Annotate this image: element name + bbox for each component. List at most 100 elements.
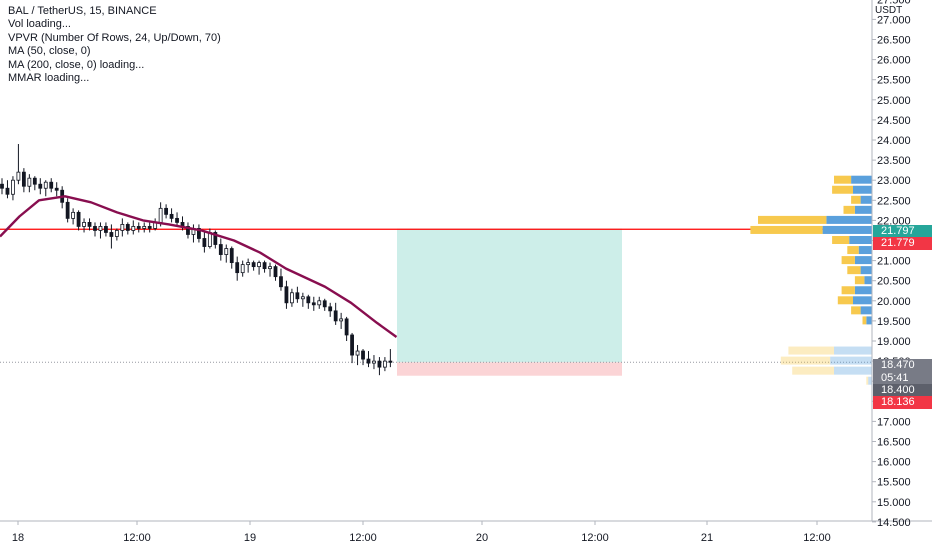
candle	[311, 296, 316, 311]
candle-body	[273, 266, 278, 278]
candle-body	[246, 262, 251, 266]
price-tick-label: 17.000	[877, 416, 911, 428]
vp-up-bar	[860, 266, 872, 275]
long-position-tool[interactable]	[397, 228, 622, 376]
vp-down-bar	[843, 205, 855, 214]
vp-down-bar	[834, 175, 852, 184]
vp-up-bar	[830, 356, 872, 365]
legend-vol[interactable]: Vol loading...	[8, 18, 71, 31]
vp-up-bar	[854, 286, 872, 295]
legend-title[interactable]: BAL / TetherUS, 15, BINANCE	[8, 5, 157, 17]
candle	[71, 208, 76, 225]
ma50-line	[0, 195, 398, 338]
candle	[82, 218, 86, 233]
candle-body	[295, 292, 300, 300]
candle	[65, 198, 70, 223]
candle	[273, 264, 278, 281]
candle	[306, 294, 311, 309]
candle	[262, 260, 267, 273]
legend-ma50[interactable]: MA (50, close, 0)	[8, 45, 91, 58]
candle	[197, 224, 201, 243]
candle	[11, 176, 15, 201]
price-tick-label: 22.000	[877, 215, 911, 227]
candle	[377, 357, 382, 376]
candle	[224, 244, 229, 263]
profit-zone[interactable]	[397, 228, 622, 363]
candle	[114, 228, 119, 241]
vp-down-bar	[758, 215, 827, 224]
candle	[229, 246, 234, 269]
horizontal-line[interactable]	[0, 228, 872, 363]
candle	[0, 178, 4, 195]
candle-body	[311, 302, 316, 306]
candle-body	[350, 334, 354, 356]
stop-zone[interactable]	[397, 362, 622, 376]
candle-body	[213, 232, 218, 245]
vp-up-bar	[858, 246, 872, 255]
vp-down-bar	[832, 236, 850, 244]
price-tick-label: 26.500	[877, 35, 911, 47]
candle-body	[65, 201, 70, 219]
candle-body	[27, 177, 32, 187]
vp-up-bar	[866, 316, 872, 325]
candle	[186, 222, 190, 239]
price-tick-label: 24.000	[877, 135, 911, 147]
candle	[104, 222, 108, 237]
price-tick-label: 16.500	[877, 437, 911, 449]
candle	[388, 349, 393, 368]
candle	[54, 182, 59, 197]
price-tick-label: 20.000	[877, 296, 911, 308]
candle	[300, 292, 305, 307]
candle	[372, 355, 376, 370]
vp-down-bar	[792, 366, 834, 375]
candle	[147, 222, 152, 233]
vp-up-bar	[853, 185, 872, 194]
time-tick-label: 21	[701, 532, 713, 544]
price-tick-label: 19.500	[877, 316, 911, 328]
candle-body	[268, 266, 272, 270]
candle	[339, 312, 344, 329]
currency-label[interactable]: USDT	[875, 5, 903, 16]
candle-body	[136, 226, 141, 229]
candle-body	[169, 213, 174, 219]
candle-body	[93, 226, 97, 231]
candle-body	[158, 207, 163, 223]
candle	[344, 316, 349, 341]
candle	[328, 302, 333, 317]
price-tick-label: 27.500	[877, 0, 911, 6]
candle-body	[43, 181, 48, 189]
vp-up-bar	[834, 346, 872, 355]
price-tick-label: 19.000	[877, 336, 911, 348]
candle	[109, 224, 114, 249]
vp-down-bar	[841, 256, 855, 265]
price-tick-label: 26.000	[877, 55, 911, 67]
candle	[43, 180, 48, 197]
candle-body	[186, 226, 190, 235]
candle	[142, 222, 147, 233]
vp-up-bar	[854, 256, 872, 265]
legend-ma200[interactable]: MA (200, close, 0) loading...	[8, 58, 145, 71]
vp-down-bar	[841, 286, 855, 295]
vp-up-bar	[854, 205, 872, 214]
candle	[131, 220, 136, 235]
candle	[333, 302, 338, 325]
candle-body	[284, 286, 289, 304]
time-tick-label: 12:00	[581, 532, 609, 544]
candle-body	[131, 226, 136, 231]
legend-mmar[interactable]: MMAR loading...	[8, 72, 90, 85]
legend-vpvr[interactable]: VPVR (Number Of Rows, 24, Up/Down, 70)	[8, 31, 221, 44]
candle	[136, 222, 141, 233]
vp-down-bar	[862, 316, 867, 325]
vp-up-bar	[826, 215, 872, 224]
vp-up-bar	[834, 366, 872, 375]
candle-body	[142, 226, 147, 229]
candle	[218, 238, 223, 261]
candle	[257, 260, 261, 275]
time-tick-label: 12:00	[349, 532, 377, 544]
candle-body	[120, 224, 125, 231]
price-tick-label: 24.500	[877, 115, 911, 127]
time-tick-label: 19	[244, 532, 256, 544]
vp-down-bar	[866, 376, 869, 385]
